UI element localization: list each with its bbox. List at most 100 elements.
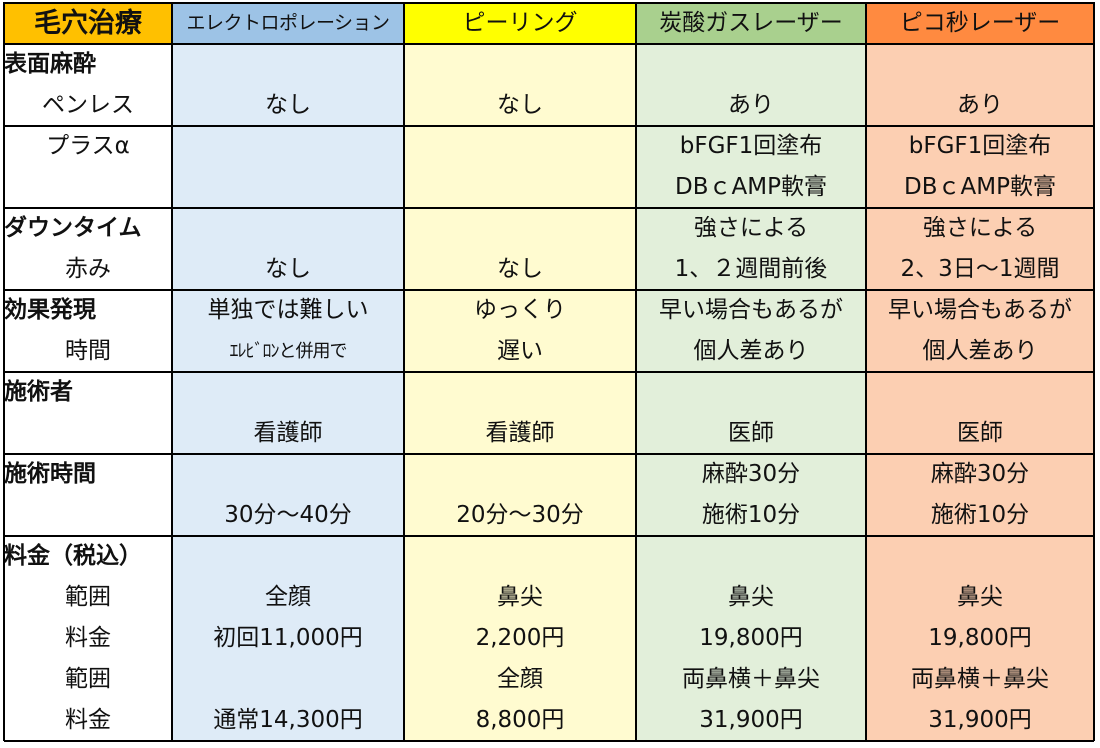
table-cell: bFGF1回塗布 [636, 126, 866, 167]
table-cell: 2,200円 [404, 618, 636, 659]
table-cell: 31,900円 [636, 700, 866, 741]
row-label [4, 495, 172, 536]
table-cell: 全顔 [404, 659, 636, 700]
table-cell: 19,800円 [866, 618, 1094, 659]
row-label: ペンレス [4, 85, 172, 126]
table-cell: 鼻尖 [636, 577, 866, 618]
table-cell [636, 536, 866, 577]
table-cell [404, 167, 636, 208]
table-cell: あり [866, 85, 1094, 126]
grid-line [4, 740, 1094, 742]
column-header-3: ピコ秒レーザー [866, 2, 1094, 44]
grid-line [1093, 2, 1095, 741]
table-cell: 8,800円 [404, 700, 636, 741]
table-cell: ｴﾚﾋﾞﾛﾝと併用で [172, 331, 404, 372]
table-cell: 30分～40分 [172, 495, 404, 536]
table-cell: bFGF1回塗布 [866, 126, 1094, 167]
table-cell: 医師 [636, 413, 866, 454]
column-header-1: ピーリング [404, 2, 636, 44]
table-cell [172, 44, 404, 85]
table-cell: 31,900円 [866, 700, 1094, 741]
table-cell: 施術10分 [636, 495, 866, 536]
grid-line [3, 2, 5, 741]
table-cell [172, 659, 404, 700]
table-cell: 施術10分 [866, 495, 1094, 536]
table-cell: 麻酔30分 [636, 454, 866, 495]
table-cell [404, 536, 636, 577]
table-cell: 遅い [404, 331, 636, 372]
row-label: 範囲 [4, 659, 172, 700]
table-cell: 早い場合もあるが [866, 290, 1094, 331]
table-cell: 麻酔30分 [866, 454, 1094, 495]
row-label: 赤み [4, 249, 172, 290]
table-cell [172, 454, 404, 495]
column-header-0: エレクトロポレーション [172, 2, 404, 44]
grid-line [171, 2, 173, 741]
table-cell [866, 372, 1094, 413]
column-header-2: 炭酸ガスレーザー [636, 2, 866, 44]
table-cell: 19,800円 [636, 618, 866, 659]
row-label: 料金 [4, 700, 172, 741]
table-cell: あり [636, 85, 866, 126]
table-cell: 個人差あり [866, 331, 1094, 372]
grid-line [4, 43, 1094, 45]
row-label: プラスα [4, 126, 172, 167]
table-cell: ゆっくり [404, 290, 636, 331]
table-cell [172, 372, 404, 413]
table-cell: 鼻尖 [866, 577, 1094, 618]
grid-line [4, 207, 1094, 209]
table-cell [172, 536, 404, 577]
row-label: 料金 [4, 618, 172, 659]
table-cell: なし [172, 85, 404, 126]
table-cell: 医師 [866, 413, 1094, 454]
table-cell [172, 208, 404, 249]
table-cell [636, 372, 866, 413]
grid-line [4, 2, 1094, 4]
table-cell: 強さによる [636, 208, 866, 249]
row-label [4, 167, 172, 208]
table-cell: 両鼻横＋鼻尖 [636, 659, 866, 700]
row-label: 料金（税込） [4, 536, 172, 577]
table-cell: 全顔 [172, 577, 404, 618]
row-label [4, 413, 172, 454]
row-label: 施術時間 [4, 454, 172, 495]
table-cell [866, 536, 1094, 577]
table-cell: 強さによる [866, 208, 1094, 249]
table-cell: なし [404, 249, 636, 290]
grid-line [4, 289, 1094, 291]
row-label: 時間 [4, 331, 172, 372]
table-cell: 通常14,300円 [172, 700, 404, 741]
table-cell [404, 372, 636, 413]
table-cell [404, 454, 636, 495]
table-cell: 個人差あり [636, 331, 866, 372]
table-cell: 1、２週間前後 [636, 249, 866, 290]
table-cell: なし [404, 85, 636, 126]
grid-line [635, 2, 637, 741]
grid-line [4, 125, 1094, 127]
table-cell: 単独では難しい [172, 290, 404, 331]
table-cell: 鼻尖 [404, 577, 636, 618]
table-cell [404, 44, 636, 85]
table-cell: 20分～30分 [404, 495, 636, 536]
grid-line [865, 2, 867, 741]
table-cell [172, 167, 404, 208]
grid-line [4, 535, 1094, 537]
row-label: 範囲 [4, 577, 172, 618]
table-cell: 看護師 [404, 413, 636, 454]
grid-line [4, 371, 1094, 373]
grid-line [4, 453, 1094, 455]
row-label: ダウンタイム [4, 208, 172, 249]
table-title: 毛穴治療 [4, 2, 172, 44]
table-cell: 初回11,000円 [172, 618, 404, 659]
grid-line [403, 2, 405, 741]
table-cell: 両鼻横＋鼻尖 [866, 659, 1094, 700]
table-cell [636, 44, 866, 85]
table-cell: 2、3日～1週間 [866, 249, 1094, 290]
table-cell [404, 126, 636, 167]
table-cell: DBｃAMP軟膏 [636, 167, 866, 208]
row-label: 効果発現 [4, 290, 172, 331]
table-cell: DBｃAMP軟膏 [866, 167, 1094, 208]
table-cell: 早い場合もあるが [636, 290, 866, 331]
table-cell: 看護師 [172, 413, 404, 454]
